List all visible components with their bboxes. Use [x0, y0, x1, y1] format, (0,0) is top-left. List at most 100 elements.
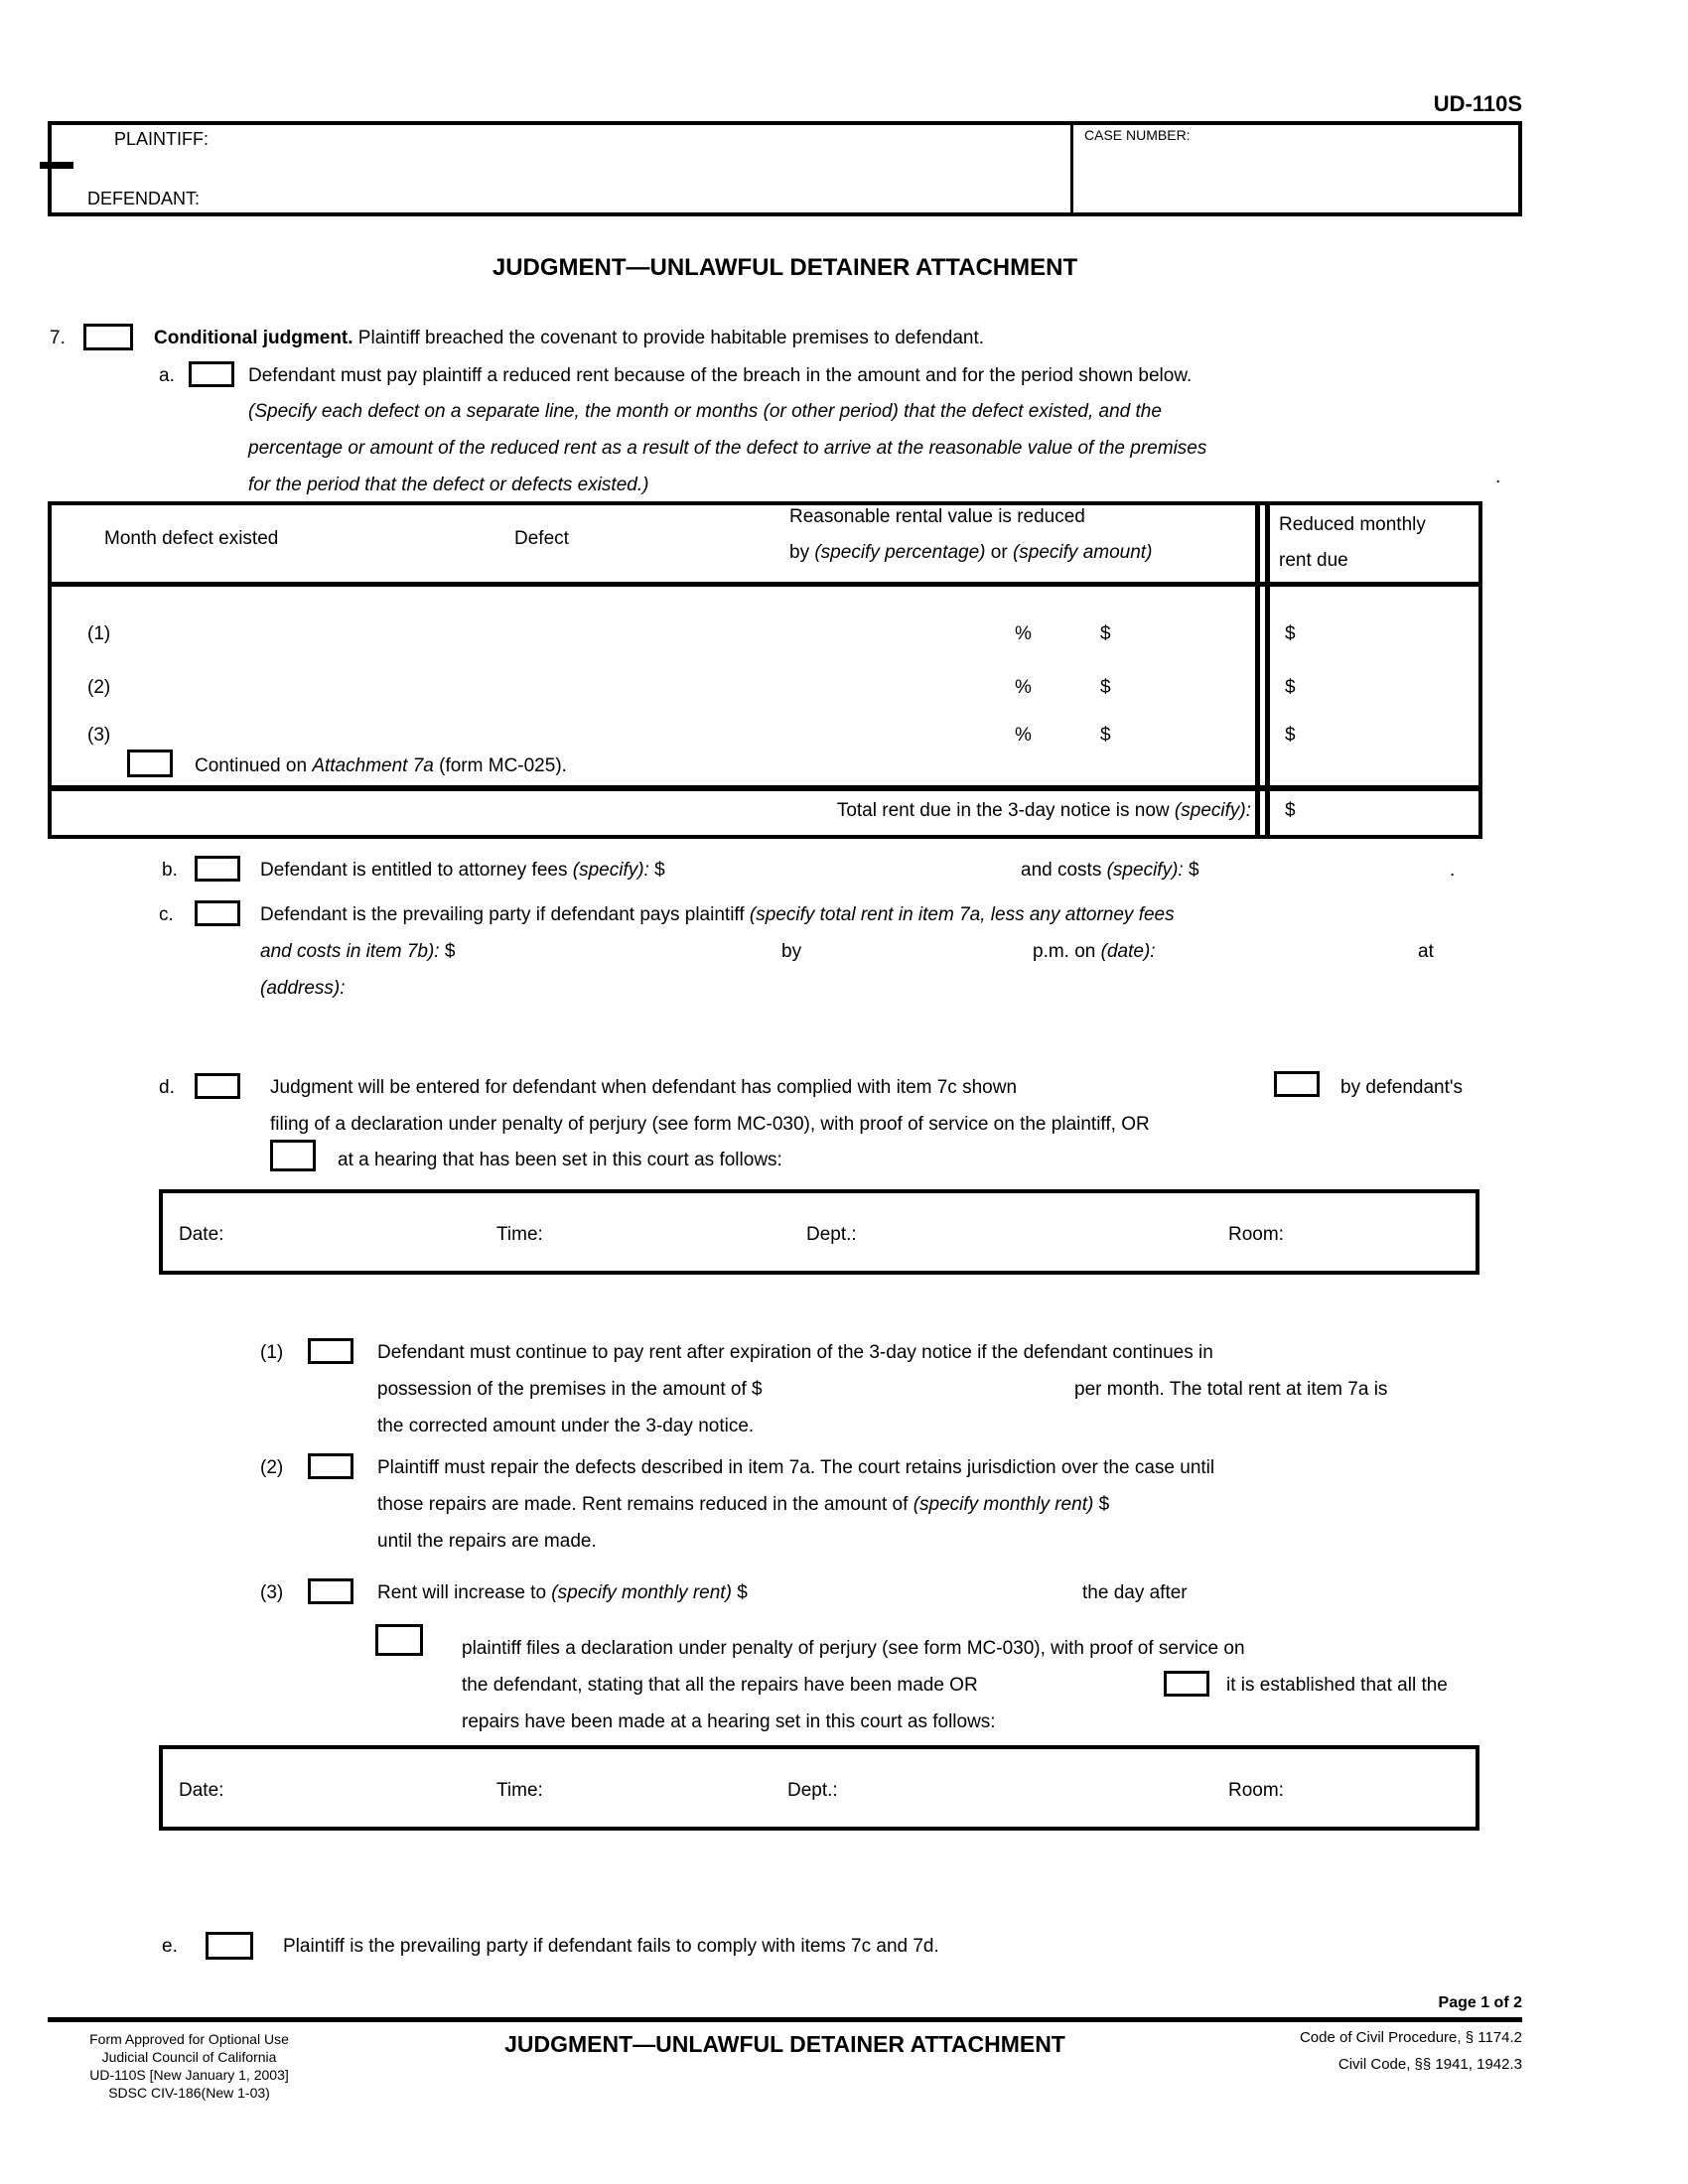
hearing2-date-label: Date:	[179, 1780, 224, 1801]
total-rent-dollar: $	[1285, 800, 1296, 821]
hearing1-dept-label: Dept.:	[806, 1224, 857, 1245]
item7e-text: Plaintiff is the prevailing party if def…	[283, 1936, 939, 1957]
item7d3-dollar: $	[731, 1582, 748, 1603]
footer-form-rev-line: UD-110S [New January 1, 2003]	[89, 2067, 289, 2083]
table-header-by: by	[789, 542, 815, 563]
rent-table-divider-right	[1265, 501, 1270, 839]
rent-table-border	[48, 501, 1482, 839]
item7d3-line2: plaintiff files a declaration under pena…	[462, 1638, 1245, 1659]
hearing2-time-label: Time:	[496, 1780, 543, 1801]
item7a-note-line2: percentage or amount of the reduced rent…	[248, 438, 1207, 459]
checkbox-7b-attorney-fees[interactable]	[195, 856, 240, 882]
item7d2-line2: those repairs are made. Rent remains red…	[377, 1494, 1109, 1517]
item7d3-line4: repairs have been made at a hearing set …	[462, 1711, 996, 1732]
checkbox-7d1-continue-rent[interactable]	[308, 1338, 353, 1364]
checkbox-7e-plaintiff-prevailing[interactable]	[206, 1932, 253, 1960]
table-row-2-percent: %	[1015, 677, 1032, 698]
checkbox-7d-hearing[interactable]	[270, 1140, 316, 1171]
footer-sdsc-line: SDSC CIV-186(New 1-03)	[108, 2085, 270, 2101]
item7a-note-line1: (Specify each defect on a separate line,…	[248, 401, 1162, 422]
hearing1-date-label: Date:	[179, 1224, 224, 1245]
table-header-defect: Defect	[514, 528, 569, 549]
case-number-label: CASE NUMBER:	[1084, 127, 1191, 143]
item7d1-line2a: possession of the premises in the amount…	[377, 1379, 763, 1400]
item7b-t2: and costs	[1021, 860, 1107, 881]
item7d2-specify-rent: (specify monthly rent)	[913, 1494, 1094, 1515]
item7d2-number: (2)	[260, 1457, 284, 1478]
item7c-by: by	[781, 941, 802, 962]
item7d2-dollar: $	[1093, 1494, 1110, 1515]
table-row-1-dollar: $	[1100, 623, 1111, 644]
rent-table-total-rule	[48, 785, 1482, 791]
item7d1-number: (1)	[260, 1342, 284, 1363]
item7b-text-2: and costs (specify): $	[1021, 860, 1199, 883]
item7d-line1: Judgment will be entered for defendant w…	[270, 1077, 1018, 1098]
hearing2-dept-label: Dept.:	[787, 1780, 838, 1801]
item7d1-line1: Defendant must continue to pay rent afte…	[377, 1342, 1213, 1363]
item7d2-line1: Plaintiff must repair the defects descri…	[377, 1457, 1215, 1478]
item7d3-day-after: the day after	[1082, 1582, 1188, 1603]
item7b-t1: Defendant is entitled to attorney fees	[260, 860, 573, 881]
checkbox-7d2-repair-defects[interactable]	[308, 1453, 353, 1479]
checkbox-conditional-judgment[interactable]	[83, 324, 133, 350]
item7c-letter: c.	[159, 904, 174, 925]
item7d-line3: at a hearing that has been set in this c…	[338, 1150, 782, 1170]
table-header-month: Month defect existed	[104, 528, 279, 549]
table-row-2-dollar: $	[1100, 677, 1111, 698]
table-header-rentdue-line1: Reduced monthly	[1279, 514, 1426, 535]
table-row-1-percent: %	[1015, 623, 1032, 644]
hearing-box-1	[159, 1189, 1479, 1275]
checkbox-7d3-rent-increase[interactable]	[308, 1578, 353, 1604]
hearing1-room-label: Room:	[1228, 1224, 1284, 1245]
item7-bold-label: Conditional judgment.	[154, 328, 353, 348]
item7c-italic-2: and costs in item 7b):	[260, 941, 440, 962]
continued-attachment-text: Continued on Attachment 7a (form MC-025)…	[195, 755, 567, 778]
item7c-dollar: $	[439, 941, 456, 962]
item7c-line2a: and costs in item 7b): $	[260, 941, 455, 964]
stray-period: .	[1495, 467, 1501, 487]
caption-divider	[1070, 121, 1073, 216]
item7c-pm: p.m. on	[1033, 941, 1101, 962]
item7b-specify-1: (specify):	[572, 860, 649, 881]
table-row-3-dollar: $	[1100, 725, 1111, 746]
item7b-letter: b.	[162, 860, 178, 881]
item7-rest: Plaintiff breached the covenant to provi…	[352, 328, 985, 348]
item7-number: 7.	[50, 328, 66, 348]
checkbox-7c-prevailing-party[interactable]	[195, 900, 240, 926]
item7c-address: (address):	[260, 978, 346, 999]
total-pre: Total rent due in the 3-day notice is no…	[836, 800, 1175, 821]
item7c-date-italic: (date):	[1100, 941, 1156, 962]
page-title: JUDGMENT—UNLAWFUL DETAINER ATTACHMENT	[492, 254, 1078, 281]
checkbox-7a-reduced-rent[interactable]	[189, 361, 234, 387]
checkbox-7d-judgment-entered[interactable]	[195, 1073, 240, 1099]
table-row-2-reduced-dollar: $	[1285, 677, 1296, 698]
item7d1-line3: the corrected amount under the 3-day not…	[377, 1416, 755, 1436]
table-row-3-reduced-dollar: $	[1285, 725, 1296, 746]
table-row-1-number: (1)	[87, 623, 111, 644]
form-number: UD-110S	[1433, 91, 1522, 116]
checkbox-7d3-plaintiff-declaration[interactable]	[375, 1624, 423, 1656]
item7d3-line3a: the defendant, stating that all the repa…	[462, 1675, 978, 1696]
item7d-line1b: by defendant's	[1340, 1077, 1463, 1098]
case-number-field[interactable]	[1084, 147, 1501, 206]
item7d2-line3: until the repairs are made.	[377, 1531, 597, 1552]
item7b-dollar-1: $	[648, 860, 665, 881]
table-header-rentdue-line2: rent due	[1279, 550, 1348, 571]
checkbox-7d3-hearing-established[interactable]	[1164, 1671, 1209, 1697]
footer-civil-code-cite: Civil Code, §§ 1941, 1942.3	[1337, 2056, 1522, 2073]
checkbox-continued-attachment-7a[interactable]	[127, 750, 173, 777]
footer-title: JUDGMENT—UNLAWFUL DETAINER ATTACHMENT	[504, 2031, 1065, 2057]
table-header-specify-percentage: (specify percentage)	[814, 542, 986, 563]
item7a-letter: a.	[159, 365, 175, 386]
item7-text: Conditional judgment. Plaintiff breached…	[154, 328, 984, 350]
item7d1-line2b: per month. The total rent at item 7a is	[1074, 1379, 1388, 1400]
item7e-letter: e.	[162, 1936, 178, 1957]
total-rent-label: Total rent due in the 3-day notice is no…	[496, 800, 1251, 823]
table-header-specify-amount: (specify amount)	[1012, 542, 1153, 563]
checkbox-7d-declaration[interactable]	[1274, 1071, 1320, 1097]
item7a-note-line3: for the period that the defect or defect…	[248, 475, 649, 495]
item7d3-line1: Rent will increase to (specify monthly r…	[377, 1582, 748, 1605]
item7d2-l2a: those repairs are made. Rent remains red…	[377, 1494, 914, 1515]
page-indicator: Page 1 of 2	[1438, 1994, 1522, 2011]
